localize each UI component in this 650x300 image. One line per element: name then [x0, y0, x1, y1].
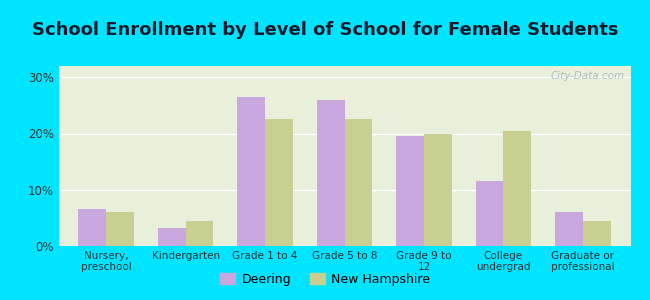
Legend: Deering, New Hampshire: Deering, New Hampshire	[215, 268, 435, 291]
Bar	[503, 131, 531, 246]
Bar	[583, 221, 610, 246]
Bar	[555, 212, 583, 246]
Bar	[186, 221, 213, 246]
Bar	[396, 136, 424, 246]
Bar	[344, 119, 372, 246]
Text: City-Data.com: City-Data.com	[551, 71, 625, 81]
Bar	[317, 100, 345, 246]
Bar	[106, 212, 134, 246]
Bar	[237, 97, 265, 246]
Bar	[265, 119, 293, 246]
Text: School Enrollment by Level of School for Female Students: School Enrollment by Level of School for…	[32, 21, 618, 39]
Bar	[476, 181, 503, 246]
Bar	[79, 209, 106, 246]
Bar	[424, 134, 452, 246]
Bar	[158, 228, 186, 246]
